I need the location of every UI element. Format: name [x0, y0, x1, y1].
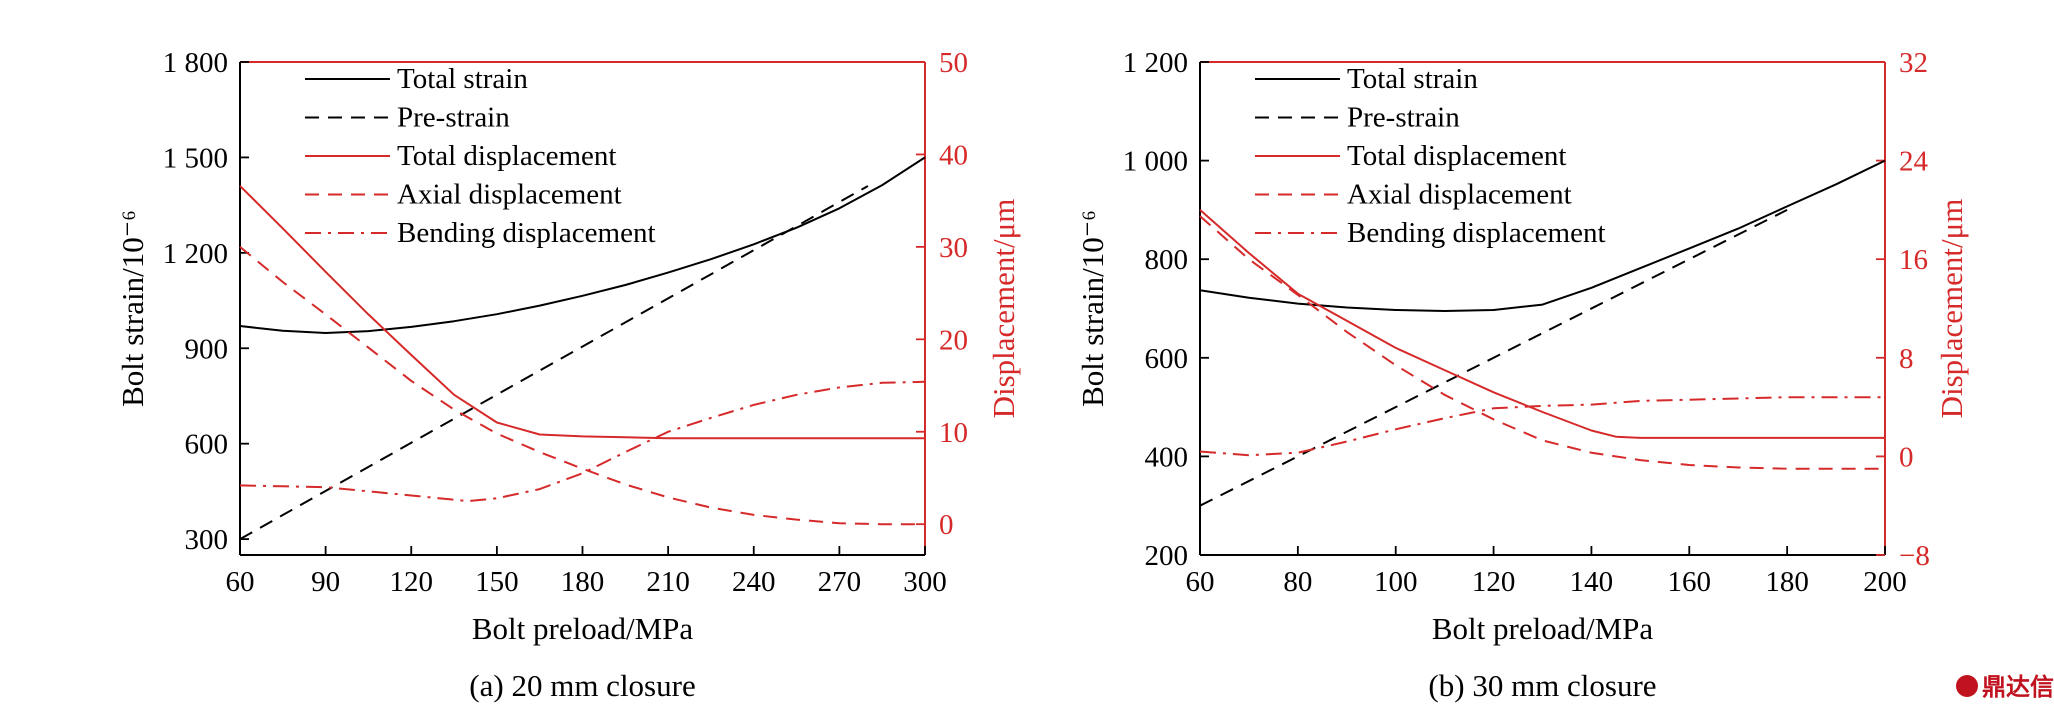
- y-left-tick-label: 1 000: [1123, 146, 1188, 178]
- legend-label-total-displacement: Total displacement: [397, 140, 616, 172]
- legend-label-bending-displacement: Bending displacement: [1347, 217, 1606, 249]
- x-tick-label: 120: [390, 566, 434, 598]
- y-left-tick-label: 900: [185, 333, 229, 365]
- series-line-pre-strain: [239, 185, 869, 540]
- y-right-tick-label: 20: [939, 324, 968, 356]
- y-right-tick-label: 8: [1899, 343, 1914, 375]
- series-line-total-strain: [239, 156, 926, 334]
- y-right-tick-label: 24: [1899, 146, 1929, 178]
- x-tick-label: 210: [646, 566, 690, 598]
- x-tick-label: 200: [1863, 566, 1907, 598]
- series-line-bending-displacement: [1199, 396, 1885, 457]
- series-line-total-displacement: [1199, 209, 1885, 439]
- y-right-tick-label: 30: [939, 232, 968, 264]
- y-left-tick-label: 400: [1145, 441, 1189, 473]
- x-axis-title: Bolt preload/MPa: [1432, 611, 1654, 646]
- legend-label-axial-displacement: Axial displacement: [397, 179, 622, 211]
- x-tick-label: 120: [1472, 566, 1516, 598]
- legend: Total strain Pre-strain Total displacement…: [1255, 63, 1606, 249]
- y-left-tick-label: 600: [1145, 343, 1189, 375]
- watermark: 鼎达信: [1956, 673, 2054, 701]
- y-right-tick-label: 50: [939, 47, 968, 79]
- x-tick-label: 90: [311, 566, 340, 598]
- x-tick-label: 160: [1668, 566, 1712, 598]
- legend-label-total-strain: Total strain: [1347, 63, 1478, 95]
- x-tick-label: 240: [732, 566, 776, 598]
- y-left-tick-label: 1 800: [163, 47, 228, 79]
- y-left-tick-label: 1 200: [163, 238, 228, 270]
- y-left-tick-label: 1 500: [163, 142, 228, 174]
- legend-label-total-displacement: Total displacement: [1347, 140, 1566, 172]
- legend-label-pre-strain: Pre-strain: [1347, 102, 1460, 134]
- legend-label-bending-displacement: Bending displacement: [397, 217, 656, 249]
- x-tick-label: 100: [1374, 566, 1418, 598]
- chart-caption: (a) 20 mm closure: [469, 668, 695, 703]
- y-axis-right-title: Displacement/μm: [1934, 199, 1969, 419]
- x-tick-label: 140: [1570, 566, 1614, 598]
- y-axis-left-title: Bolt strain/10⁻⁶: [1075, 210, 1110, 407]
- y-axis-left-title: Bolt strain/10⁻⁶: [115, 210, 150, 407]
- x-tick-label: 180: [561, 566, 605, 598]
- x-tick-label: 60: [226, 566, 255, 598]
- y-right-tick-label: 40: [939, 139, 968, 171]
- y-right-tick-label: 10: [939, 417, 968, 449]
- x-tick-label: 300: [903, 566, 947, 598]
- chart-caption: (b) 30 mm closure: [1428, 668, 1656, 703]
- x-tick-label: 80: [1283, 566, 1312, 598]
- series-line-pre-strain: [1199, 209, 1788, 507]
- x-tick-label: 270: [818, 566, 862, 598]
- x-tick-label: 60: [1186, 566, 1215, 598]
- watermark-text: 鼎达信: [1982, 673, 2054, 701]
- legend-label-total-strain: Total strain: [397, 63, 528, 95]
- y-left-tick-label: 800: [1145, 244, 1189, 276]
- legend: Total strain Pre-strain Total displacement…: [305, 63, 656, 249]
- y-right-tick-label: 0: [1899, 441, 1914, 473]
- y-left-tick-label: 600: [185, 429, 229, 461]
- legend-label-axial-displacement: Axial displacement: [1347, 179, 1572, 211]
- legend-label-pre-strain: Pre-strain: [397, 102, 510, 134]
- y-axis-right-title: Displacement/μm: [986, 199, 1021, 419]
- y-right-tick-label: 32: [1899, 47, 1928, 79]
- series-line-axial-displacement: [1199, 215, 1885, 470]
- series-line-bending-displacement: [239, 380, 926, 503]
- y-right-tick-label: 0: [939, 509, 954, 541]
- y-left-tick-label: 1 200: [1123, 47, 1188, 79]
- y-right-tick-label: −8: [1899, 540, 1930, 572]
- series-line-axial-displacement: [239, 246, 925, 526]
- y-left-tick-label: 300: [185, 524, 229, 556]
- watermark-logo-icon: [1956, 675, 1978, 697]
- y-right-tick-label: 16: [1899, 244, 1928, 276]
- series-line-total-displacement: [239, 185, 925, 440]
- series-line-total-strain: [1199, 159, 1886, 312]
- x-tick-label: 180: [1765, 566, 1809, 598]
- y-left-tick-label: 200: [1145, 540, 1189, 572]
- x-tick-label: 150: [475, 566, 519, 598]
- x-axis-title: Bolt preload/MPa: [472, 611, 694, 646]
